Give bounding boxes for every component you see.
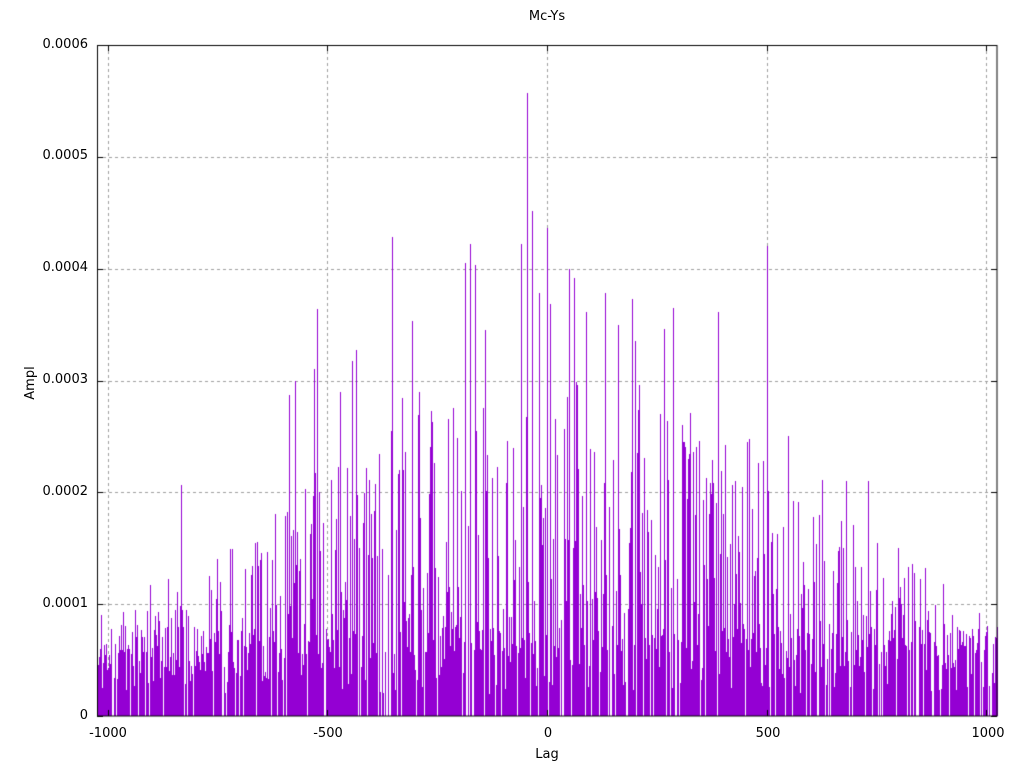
y-tick-label-0002: 0.0002 (42, 484, 89, 499)
x-tick-label-1000: 1000 (971, 726, 1005, 741)
chart-title: Mc-Ys (528, 9, 566, 24)
x-axis-label: Lag (535, 747, 559, 762)
x-tick-label-500: 500 (755, 726, 781, 741)
y-tick-label-0003: 0.0003 (42, 372, 89, 387)
y-tick-label-0005: 0.0005 (42, 148, 89, 163)
x-tick-label-0: 0 (543, 726, 553, 741)
y-tick-label-0004: 0.0004 (42, 260, 89, 275)
y-tick-label-0001: 0.0001 (42, 596, 89, 611)
y-tick-label-0006: 0.0006 (42, 37, 89, 52)
x-tick-label-m500: -500 (313, 726, 343, 741)
y-tick-label-0: 0 (79, 708, 88, 723)
x-tick-label-m1000: -1000 (89, 726, 127, 741)
